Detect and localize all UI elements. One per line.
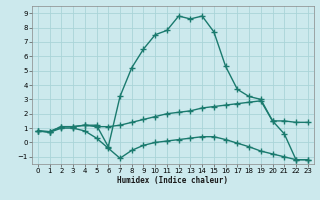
X-axis label: Humidex (Indice chaleur): Humidex (Indice chaleur): [117, 176, 228, 185]
